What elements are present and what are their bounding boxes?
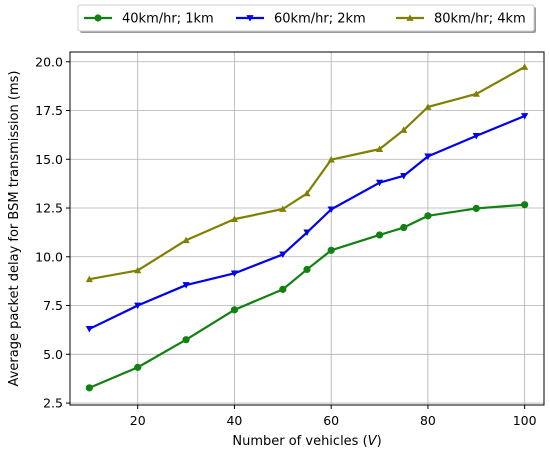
- series-layer: [85, 63, 529, 392]
- data-point: [375, 179, 384, 187]
- data-point: [327, 246, 335, 254]
- legend-label: 80km/hr; 4km: [434, 12, 526, 27]
- data-point: [375, 145, 384, 153]
- data-point: [85, 275, 93, 283]
- data-point: [424, 212, 432, 220]
- y-tick-label: 2.5: [43, 396, 63, 411]
- grid-lines: [70, 52, 544, 405]
- data-point: [134, 266, 142, 274]
- data-point: [424, 153, 432, 160]
- data-point: [303, 189, 311, 197]
- y-axis-label: Average packet delay for BSM transmissio…: [7, 71, 22, 387]
- x-axis-label-prefix: Number of vehicles (: [232, 434, 367, 449]
- series: [85, 113, 529, 333]
- legend-box: [77, 4, 535, 32]
- x-axis-label: Number of vehicles (V): [232, 434, 381, 449]
- data-point: [94, 14, 102, 22]
- data-point: [182, 282, 190, 289]
- data-point: [521, 113, 529, 120]
- data-point: [182, 236, 190, 244]
- x-tick-label: 80: [420, 413, 436, 428]
- data-point: [424, 103, 432, 110]
- y-tick-label: 12.5: [35, 201, 63, 216]
- series-line: [89, 66, 526, 281]
- x-tick-label: 20: [130, 413, 146, 428]
- data-point: [472, 132, 480, 140]
- x-axis-label-variable: V: [368, 434, 378, 449]
- legend-entry: 60km/hr; 2km: [236, 12, 366, 27]
- data-point: [246, 15, 254, 22]
- x-axis-label-suffix: ): [377, 434, 382, 449]
- legend-entry: 40km/hr; 1km: [84, 12, 214, 27]
- series-line: [88, 203, 525, 389]
- series: [85, 201, 529, 392]
- data-point: [400, 126, 408, 133]
- data-point: [303, 229, 311, 237]
- y-tick-label: 20.0: [35, 54, 63, 69]
- data-point: [400, 223, 408, 232]
- legend-label: 40km/hr; 1km: [122, 12, 214, 27]
- y-tick-label: 17.5: [35, 103, 63, 118]
- data-point: [521, 201, 529, 209]
- data-point: [230, 215, 239, 223]
- data-point: [472, 204, 480, 213]
- data-point: [85, 326, 93, 333]
- x-tick-label: 40: [226, 413, 242, 428]
- data-point: [230, 270, 239, 277]
- legend: 40km/hr; 1km 60km/hr; 2km 80km/hr; 4km: [77, 4, 536, 33]
- y-tick-label: 5.0: [43, 347, 63, 362]
- data-point: [182, 336, 190, 344]
- data-point: [85, 384, 93, 392]
- data-point: [327, 206, 335, 213]
- series: [85, 63, 529, 283]
- data-point: [375, 231, 384, 239]
- y-tick-label: 10.0: [35, 249, 63, 264]
- data-point: [400, 172, 408, 180]
- plot-area-frame: [69, 51, 545, 406]
- data-point: [279, 285, 287, 293]
- data-point: [279, 251, 287, 259]
- data-point: [279, 205, 287, 212]
- series-line: [88, 114, 526, 330]
- data-point: [230, 306, 239, 314]
- data-point: [134, 363, 142, 371]
- x-tick-label: 60: [323, 413, 339, 428]
- data-point: [303, 265, 311, 274]
- axis-ticks: 20 40 60 80 100 2.5 5.0 7.5 10.0 12.5 15.0 17.5 20.0: [35, 54, 536, 428]
- data-point: [327, 156, 335, 163]
- legend-entry: 80km/hr; 4km: [396, 12, 526, 27]
- data-point: [134, 302, 142, 310]
- x-tick-label: 100: [513, 413, 537, 428]
- y-tick-label: 7.5: [43, 298, 63, 313]
- data-point: [472, 90, 480, 97]
- data-point: [406, 14, 414, 21]
- y-tick-label: 15.0: [35, 152, 63, 167]
- data-point: [521, 63, 529, 70]
- legend-label: 60km/hr; 2km: [274, 12, 366, 27]
